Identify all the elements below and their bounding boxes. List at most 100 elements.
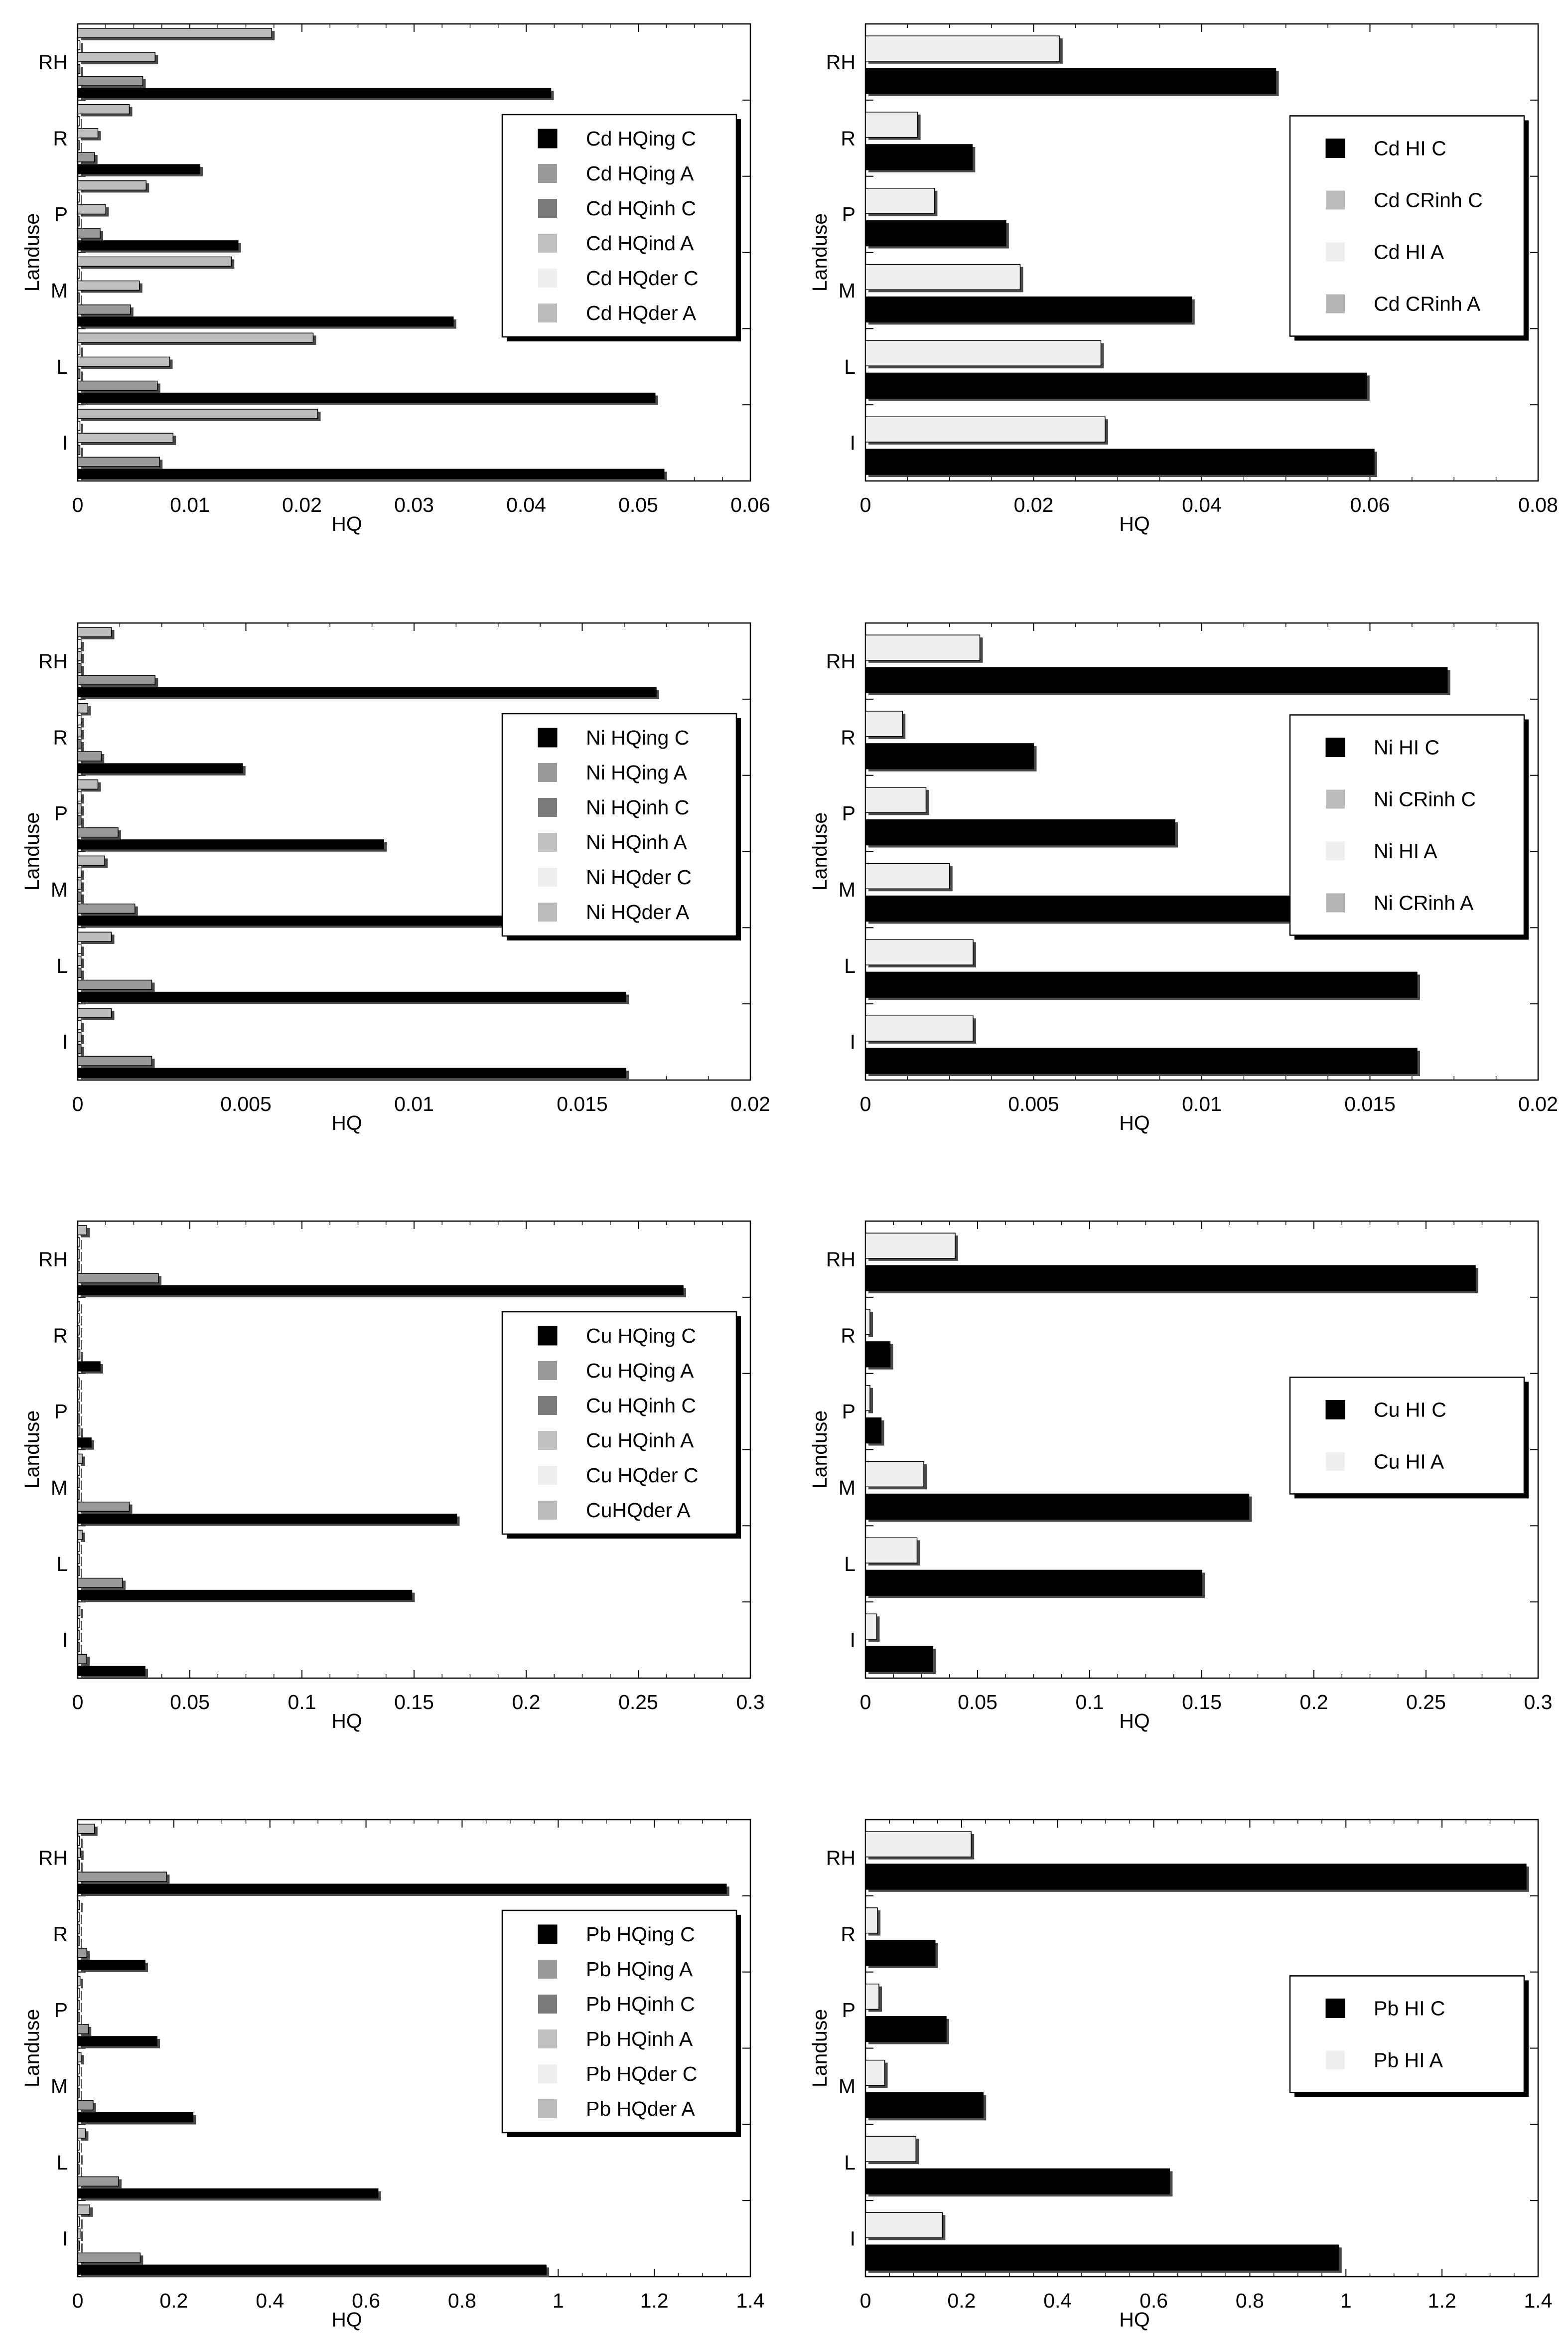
bar-shadow bbox=[868, 1388, 873, 1413]
bar-shadow bbox=[81, 1991, 82, 2001]
y-axis-label: Landuse bbox=[808, 812, 831, 891]
bar-shadow bbox=[81, 1047, 84, 1057]
y-tick-label: R bbox=[841, 127, 855, 150]
bar bbox=[77, 1513, 457, 1524]
y-axis-label: Landuse bbox=[20, 1410, 43, 1489]
bar bbox=[77, 1654, 87, 1664]
bar bbox=[77, 943, 82, 954]
legend: Cu HI C Cu HI A bbox=[1289, 1377, 1529, 1499]
bar bbox=[77, 268, 80, 279]
bar bbox=[77, 703, 88, 714]
legend-swatch bbox=[538, 2029, 557, 2048]
bar bbox=[77, 803, 82, 814]
legend-label: Cd HQinh C bbox=[586, 197, 696, 220]
bar bbox=[77, 779, 99, 790]
bar bbox=[77, 1425, 81, 1436]
bar bbox=[865, 1940, 936, 1966]
bar-shadow bbox=[81, 894, 84, 904]
x-axis-label: HQ bbox=[1119, 1111, 1150, 1134]
bar bbox=[77, 1642, 80, 1652]
bar-shadow bbox=[81, 818, 84, 828]
bar-shadow bbox=[81, 1914, 82, 1924]
bar bbox=[77, 2000, 80, 2011]
bar-shadow bbox=[81, 195, 82, 205]
bar bbox=[77, 663, 82, 673]
x-axis-label: HQ bbox=[331, 2308, 362, 2331]
bar bbox=[77, 2264, 547, 2275]
bar-shadow bbox=[81, 1392, 82, 1402]
bar bbox=[865, 2059, 885, 2086]
x-tick-label: 0.04 bbox=[506, 493, 546, 516]
bar bbox=[865, 1385, 870, 1411]
y-tick-label: P bbox=[842, 1400, 855, 1423]
bar bbox=[77, 651, 82, 661]
x-tick-label: 0.015 bbox=[1344, 1092, 1396, 1115]
bar bbox=[77, 1008, 112, 1018]
bar bbox=[77, 1948, 88, 1958]
bar bbox=[865, 1613, 877, 1640]
bar bbox=[865, 1864, 1527, 1890]
bar bbox=[77, 2076, 80, 2087]
chart-panel-ni-hq: 0 0.005 0.01 0.015 0.02 HQ Landuse I L M P R RH Ni HQ… bbox=[20, 622, 770, 1134]
x-tick-label: 0.8 bbox=[448, 2289, 476, 2312]
y-tick-label: P bbox=[842, 203, 855, 226]
legend-label: Ni HQder C bbox=[586, 866, 692, 889]
legend-swatch bbox=[1325, 1998, 1345, 2018]
chart-panel-pb-hi: 0 0.2 0.4 0.6 0.8 1 1.2 1.4 HQ Landuse I L M P R RH Pb H… bbox=[808, 1819, 1553, 2331]
bar-shadow bbox=[81, 641, 84, 651]
bar bbox=[77, 2100, 94, 2111]
bar-shadow bbox=[81, 882, 84, 892]
bar bbox=[77, 891, 82, 902]
bar-shadow bbox=[81, 1568, 82, 1578]
legend-box bbox=[501, 1909, 737, 2134]
y-tick-label: M bbox=[51, 1476, 68, 1499]
bar bbox=[77, 1501, 130, 1512]
x-tick-label: 0.03 bbox=[394, 493, 434, 516]
bar-shadow bbox=[81, 67, 83, 76]
x-tick-label: 0.2 bbox=[159, 2289, 188, 2312]
bar bbox=[865, 1983, 879, 2010]
legend-label: Pb HQder A bbox=[586, 2097, 695, 2120]
bar-shadow bbox=[81, 1851, 84, 1860]
x-tick-label: 1 bbox=[1340, 2289, 1352, 2312]
bar-shadow bbox=[81, 2167, 82, 2177]
bar bbox=[77, 1313, 80, 1324]
bar bbox=[77, 2164, 80, 2175]
bar-shadow bbox=[868, 1311, 873, 1337]
bar bbox=[77, 292, 80, 303]
y-tick-label: RH bbox=[38, 50, 68, 73]
legend-swatch bbox=[538, 728, 558, 748]
bar bbox=[77, 332, 314, 343]
bar bbox=[865, 416, 1106, 443]
bar bbox=[77, 791, 82, 802]
bar bbox=[865, 634, 981, 661]
bar bbox=[865, 1537, 918, 1563]
bar-shadow bbox=[81, 1035, 84, 1044]
bar-shadow bbox=[81, 271, 82, 281]
x-tick-label: 0.15 bbox=[1182, 1691, 1222, 1713]
x-tick-label: 0.02 bbox=[1014, 493, 1054, 516]
bar bbox=[77, 1389, 80, 1400]
y-tick-label: I bbox=[62, 1031, 68, 1054]
bar-shadow bbox=[81, 654, 84, 663]
legend-swatch bbox=[538, 1361, 557, 1380]
bar bbox=[77, 40, 81, 50]
bar-shadow bbox=[81, 1938, 82, 1948]
x-tick-label: 0.1 bbox=[1076, 1691, 1104, 1713]
bar-shadow bbox=[81, 1533, 85, 1543]
x-tick-label: 0.015 bbox=[557, 1092, 608, 1115]
x-tick-label: 0.04 bbox=[1182, 493, 1222, 516]
bar bbox=[77, 216, 80, 227]
bar bbox=[77, 1377, 80, 1388]
y-tick-label: M bbox=[839, 878, 855, 901]
bar bbox=[77, 204, 106, 215]
bar bbox=[77, 1337, 80, 1348]
y-tick-label: P bbox=[54, 203, 68, 226]
bar-shadow bbox=[81, 1316, 82, 1326]
legend-label: Cu HI C bbox=[1374, 1398, 1446, 1421]
legend-swatch bbox=[538, 2099, 557, 2118]
x-tick-label: 0.01 bbox=[170, 493, 210, 516]
legend-label: Pb HI C bbox=[1374, 1997, 1445, 2020]
bar bbox=[77, 1883, 727, 1894]
legend: Pb HQing C Pb HQing A Pb HQinh C Pb HQinh A… bbox=[501, 1909, 741, 2137]
